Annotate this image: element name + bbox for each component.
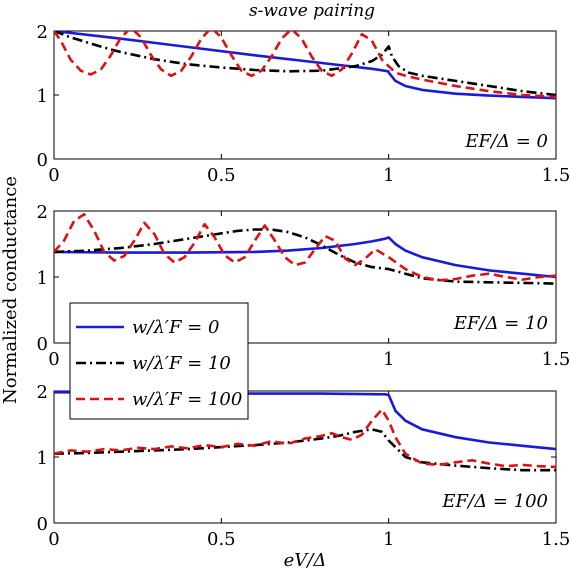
chart-panel-3: 0 0.5 1 1.5 0 1 2 EF/Δ = 100 (37, 382, 571, 550)
y-tick-label: 2 (37, 22, 48, 43)
panel-annotation: EF/Δ = 0 (464, 131, 548, 152)
y-tick-label: 0 (37, 334, 48, 355)
y-tick-label: 1 (37, 448, 48, 469)
y-tick-label: 2 (37, 382, 48, 403)
x-tick-label: 0.5 (207, 529, 236, 550)
y-tick-label: 2 (37, 202, 48, 223)
series-line-3 (54, 408, 556, 469)
figure-title: s-wave pairing (249, 1, 375, 21)
x-tick-label: 1 (383, 349, 394, 370)
panel-annotation: EF/Δ = 100 (441, 491, 548, 512)
x-tick-label: 0 (48, 529, 59, 550)
series-line-2 (54, 31, 556, 97)
series-line-3 (54, 213, 556, 282)
y-axis-label: Normalized conductance (0, 176, 21, 404)
chart-panel-1: 0 0.5 1 1.5 0 1 2 EF/Δ = 0 (37, 22, 571, 186)
x-tick-label: 1.5 (542, 165, 571, 186)
x-tick-label: 1 (383, 529, 394, 550)
series-group (54, 213, 556, 285)
legend-label-3: w/λ′F = 100 (132, 389, 242, 410)
legend-label-2: w/λ′F = 10 (132, 353, 231, 374)
x-tick-label: 0 (48, 165, 59, 186)
x-tick-label: 1.5 (542, 529, 571, 550)
y-tick-label: 0 (37, 514, 48, 535)
series-group (54, 31, 556, 100)
legend-box (69, 302, 249, 420)
panel-annotation: EF/Δ = 10 (453, 313, 548, 334)
series-line-1 (54, 236, 556, 279)
legend-label-1: w/λ′F = 0 (132, 317, 219, 338)
x-tick-label: 1 (383, 165, 394, 186)
series-line-1 (54, 31, 556, 100)
series-line-3 (54, 31, 556, 99)
x-tick-label: 0 (48, 349, 59, 370)
x-axis-label: eV/Δ (284, 550, 327, 571)
y-tick-label: 1 (37, 86, 48, 107)
x-tick-label: 0.5 (207, 165, 236, 186)
x-tick-label: 1.5 (542, 349, 571, 370)
y-tick-label: 1 (37, 268, 48, 289)
y-tick-label: 0 (37, 150, 48, 171)
legend: w/λ′F = 0 w/λ′F = 10 w/λ′F = 100 (69, 302, 249, 420)
